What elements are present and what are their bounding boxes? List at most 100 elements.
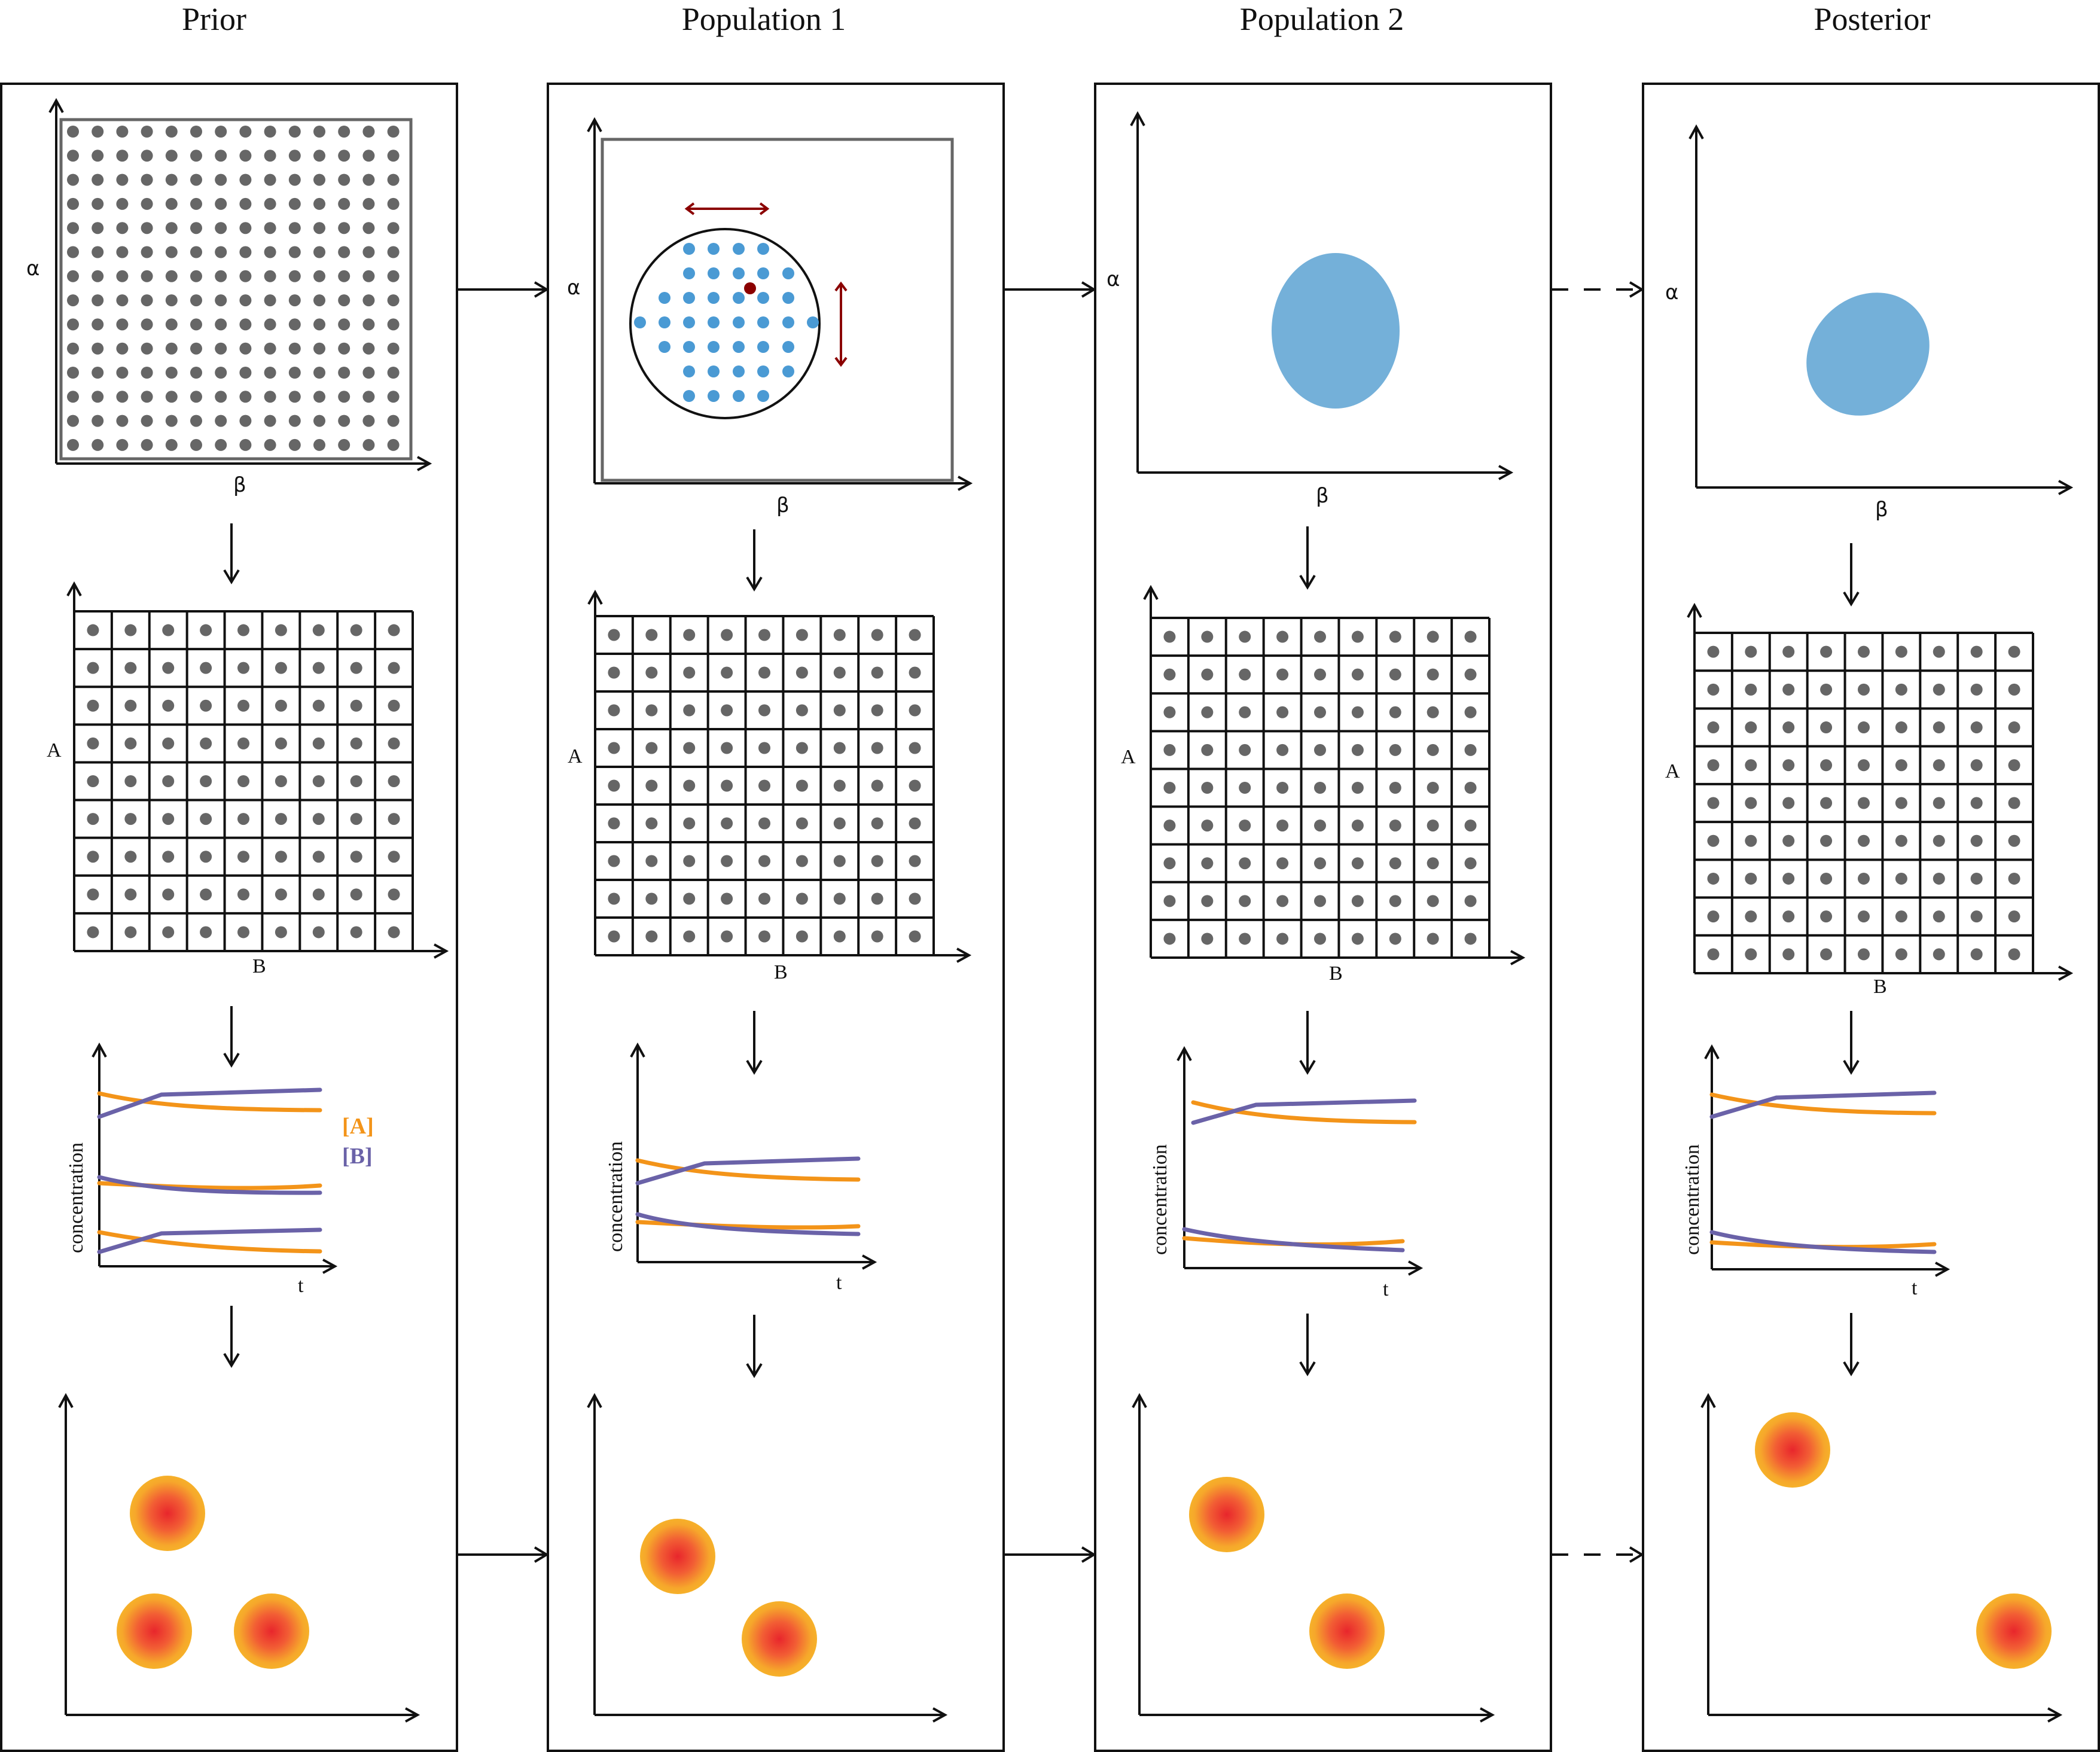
grid-cell-dot — [758, 742, 770, 754]
grid-cell-dot — [1201, 933, 1214, 945]
posterior-B-curve-2 — [1709, 1230, 1937, 1254]
prior-sample-dot — [141, 150, 153, 162]
grid-cell-dot — [1389, 706, 1401, 718]
grid-cell-dot — [1163, 706, 1176, 718]
pop1-grid-axes-x-arrowhead — [956, 947, 972, 963]
grid-cell-dot — [237, 926, 249, 939]
prior-sample-dot — [190, 150, 202, 162]
prior-sample-dot — [67, 438, 79, 451]
prior-B-curve-3 — [97, 1227, 322, 1254]
grid-cell-dot — [1820, 683, 1833, 696]
prior-sample-dot — [239, 391, 252, 403]
pop2-grid-axes-y-arrowhead — [1143, 584, 1159, 600]
grid-cell-dot — [1895, 759, 1907, 772]
grid-cell-dot — [1201, 706, 1214, 718]
arrow-down-step — [1843, 1313, 1860, 1376]
concentration-curves — [97, 1087, 1937, 1254]
grid-cell-dot — [1351, 630, 1364, 643]
grid-cell-dot — [645, 892, 658, 905]
prior-sample-dot — [338, 270, 350, 282]
posterior-t-label: t — [1912, 1277, 1918, 1299]
prior-dot-grid — [67, 126, 400, 451]
arrow-down-step-head — [746, 576, 763, 592]
grid-cell-dot — [162, 775, 175, 787]
grid-cell-dot — [350, 624, 362, 636]
grid-cell-dot — [1201, 744, 1214, 756]
grid-cell-dot — [1745, 872, 1757, 885]
perturbed-sample-dot — [782, 365, 794, 377]
grid-cell-dot — [388, 851, 400, 863]
grid-cell-dot — [1163, 895, 1176, 907]
grid-cell-dot — [87, 699, 99, 712]
prior-sample-dot — [338, 438, 350, 451]
arrow-down-step-head — [223, 569, 240, 584]
grid-cell-dot — [795, 704, 808, 717]
grid-cell-dot — [200, 926, 212, 939]
arrow-down-step-head — [746, 1059, 763, 1075]
prior-sample-dot — [288, 367, 301, 379]
pop2-beta-label: β — [1316, 484, 1329, 508]
grid-cell-dot — [200, 699, 212, 712]
posterior-cell-axes-y-arrowhead — [1700, 1393, 1716, 1408]
prior-sample-dot — [116, 415, 129, 427]
grid-cell-dot — [1201, 630, 1214, 643]
prior-sample-dot — [141, 438, 153, 451]
pop1-A-label: A — [568, 745, 583, 767]
pop1-param-axes — [587, 117, 973, 491]
arrow-down-step-head — [223, 1052, 240, 1068]
prior-sample-dot — [190, 294, 202, 307]
grid-cell-dot — [162, 662, 175, 674]
prior-cell-spot — [234, 1593, 309, 1669]
prior-sample-dot — [215, 438, 227, 451]
prior-sample-dot — [264, 438, 276, 451]
prior-A-curve-3 — [97, 1230, 322, 1254]
prior-sample-dot — [239, 342, 252, 355]
prior-sample-dot — [239, 173, 252, 186]
grid-cell-dot — [388, 737, 400, 749]
prior-sample-dot — [92, 270, 104, 282]
posterior-beta-label: β — [1875, 498, 1888, 522]
grid-cell-dot — [1895, 645, 1907, 658]
prior-sample-dot — [165, 342, 178, 355]
prior-sample-dot — [239, 197, 252, 210]
prior-sample-dot — [288, 197, 301, 210]
pop2-cell-axes — [1132, 1393, 1495, 1723]
prior-sample-dot — [67, 294, 79, 307]
grid-cell-dot — [1276, 933, 1289, 945]
grid-cell-dot — [275, 662, 287, 674]
prior-sample-dot — [338, 415, 350, 427]
grid-cell-dot — [833, 666, 846, 679]
grid-cell-dot — [200, 737, 212, 749]
grid-cell-dot — [388, 813, 400, 825]
prior-sample-dot — [141, 391, 153, 403]
prior-sample-dot — [264, 367, 276, 379]
grid-cell-dot — [1820, 948, 1833, 961]
arrow-down-step — [746, 1011, 763, 1075]
prior-sample-dot — [190, 318, 202, 331]
grid-cell-dot — [758, 704, 770, 717]
grid-cell-dot — [833, 892, 846, 905]
prior-sample-dot — [67, 150, 79, 162]
prior-sample-dot — [165, 197, 178, 210]
grid-cell-dot — [200, 662, 212, 674]
grid-cell-dot — [1745, 759, 1757, 772]
pop1-cell-axes-x-arrowhead — [932, 1707, 948, 1723]
prior-sample-dot — [288, 246, 301, 258]
prior-sample-dot — [313, 173, 325, 186]
arrow-down-step — [746, 1315, 763, 1378]
grid-cell-dot — [645, 779, 658, 792]
prior-sample-dot — [215, 173, 227, 186]
pop1-t-label: t — [836, 1272, 842, 1294]
kernel-width-arrow — [684, 202, 770, 215]
prior-sample-dot — [116, 222, 129, 234]
pop2-t-label: t — [1383, 1278, 1389, 1300]
grid-cell-dot — [795, 817, 808, 830]
arrow-pop1-to-pop2-cells-head — [1081, 1546, 1096, 1563]
grid-cell-dot — [683, 855, 696, 867]
panel-frame-prior — [0, 83, 458, 1752]
perturbed-sample-dot — [733, 390, 745, 402]
grid-cell-dot — [1351, 933, 1364, 945]
prior-sample-dot — [313, 391, 325, 403]
spatial-grids — [73, 610, 2034, 974]
posterior-concentration-label: concentration — [1681, 1144, 1703, 1255]
